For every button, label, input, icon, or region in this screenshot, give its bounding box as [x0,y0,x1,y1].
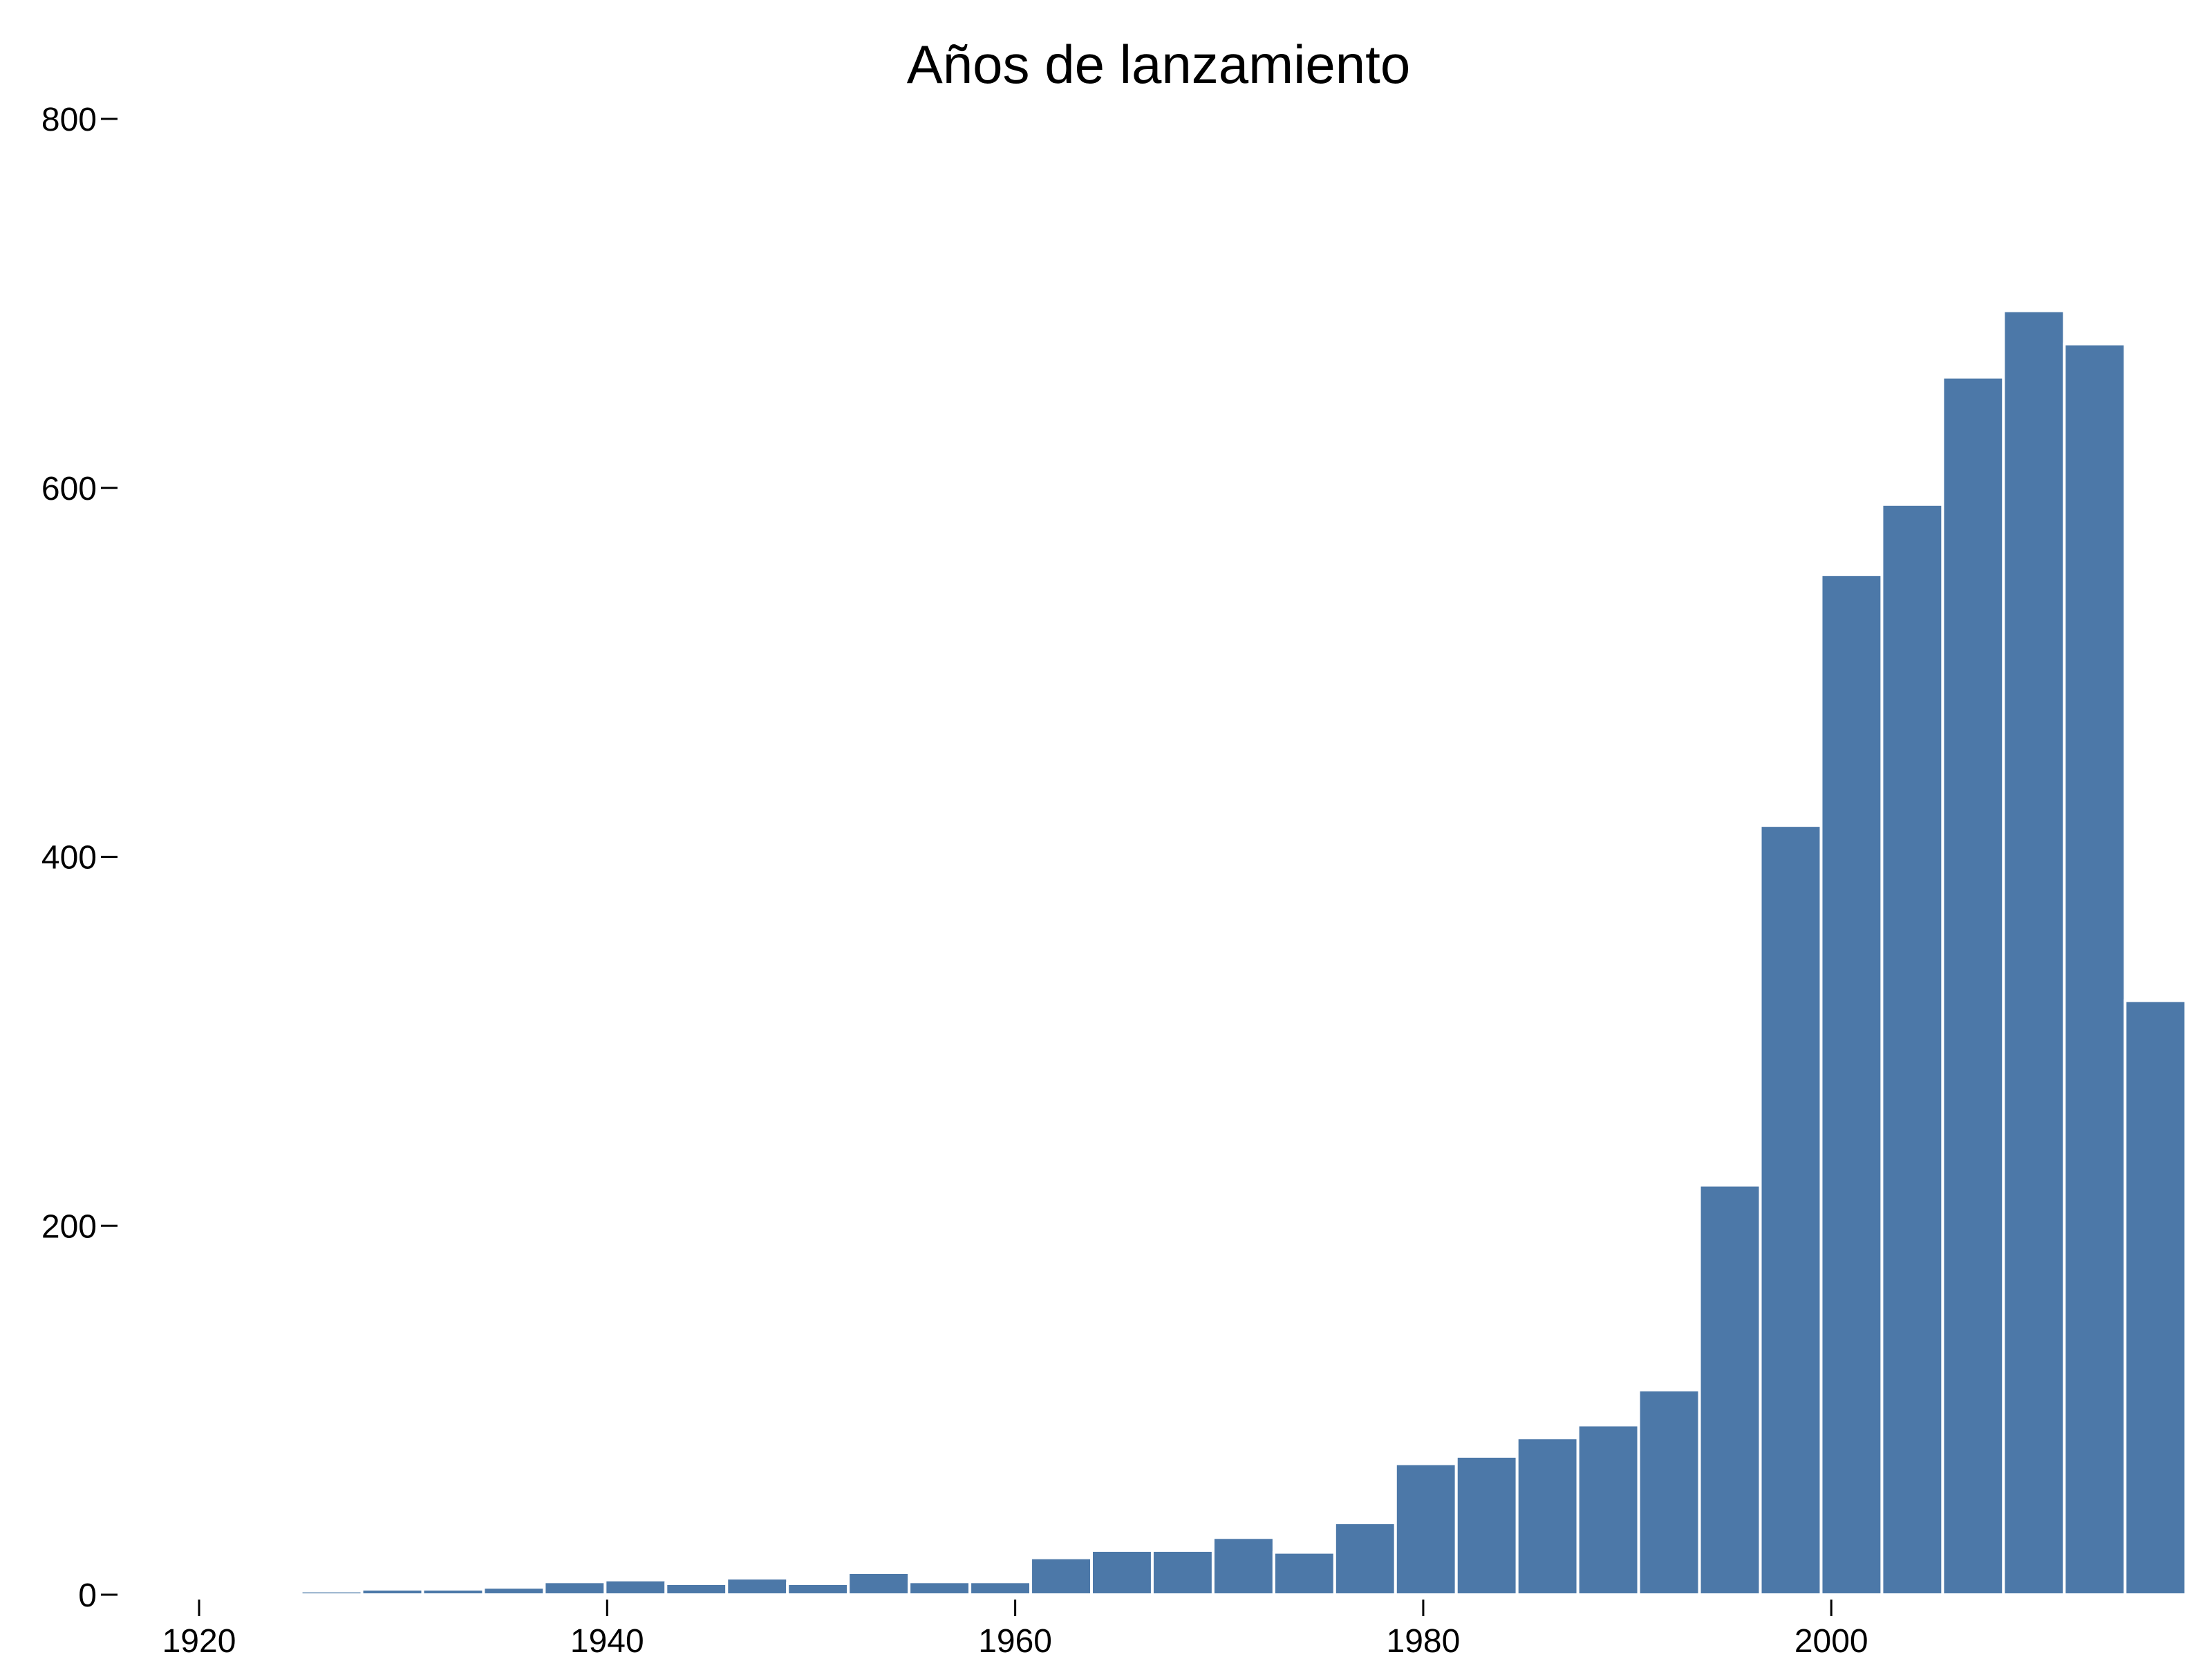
y-tick-label: 600 [41,471,97,507]
y-tick-label: 0 [78,1577,97,1614]
histogram-bar [299,1589,364,1597]
y-tick-label: 200 [41,1208,97,1245]
histogram-bar [1454,1454,1519,1596]
histogram-bar [1333,1521,1397,1596]
histogram-bar [847,1571,911,1597]
histogram-bar [664,1582,729,1597]
histogram-bar [1698,1183,1762,1596]
histogram-bar [1515,1436,1580,1596]
histogram-bar [1272,1550,1336,1596]
histogram-bar [1090,1548,1154,1596]
histogram-bar [908,1580,972,1597]
x-tick-label: 1940 [570,1623,644,1659]
histogram-bar [421,1587,485,1596]
y-axis: 0 200 400 600 800 [41,102,118,1614]
histogram-bar [2063,342,2127,1596]
histogram-bar [1637,1388,1701,1597]
histogram-bar [2124,999,2188,1596]
histogram-bar [1880,503,1944,1596]
histogram-bar [1394,1462,1458,1597]
histogram-bar [1759,824,1823,1596]
histogram-bar [360,1587,424,1596]
x-axis: 1920 1940 1960 1980 2000 [162,1600,1868,1659]
histogram-bar [1150,1548,1215,1596]
histogram-bar [725,1576,789,1596]
histogram-bar [968,1580,1033,1597]
histogram-bar [1029,1556,1094,1596]
bars-group [299,309,2188,1597]
histogram-bar [1576,1423,1640,1597]
chart-title: Años de lanzamiento [907,34,1410,95]
x-tick-label: 1920 [162,1623,236,1659]
histogram-bar [2002,309,2066,1596]
x-tick-label: 2000 [1794,1623,1868,1659]
histogram-bar [543,1580,607,1597]
x-tick-label: 1960 [978,1623,1052,1659]
x-tick-label: 1980 [1387,1623,1461,1659]
y-tick-label: 800 [41,102,97,138]
histogram-bar [1211,1536,1275,1597]
histogram-bar [786,1582,850,1597]
histogram-bar [1941,375,2005,1596]
histogram-bar [1819,573,1884,1596]
histogram-bar [603,1578,668,1596]
histogram-bar [482,1586,546,1596]
y-tick-label: 400 [41,840,97,877]
